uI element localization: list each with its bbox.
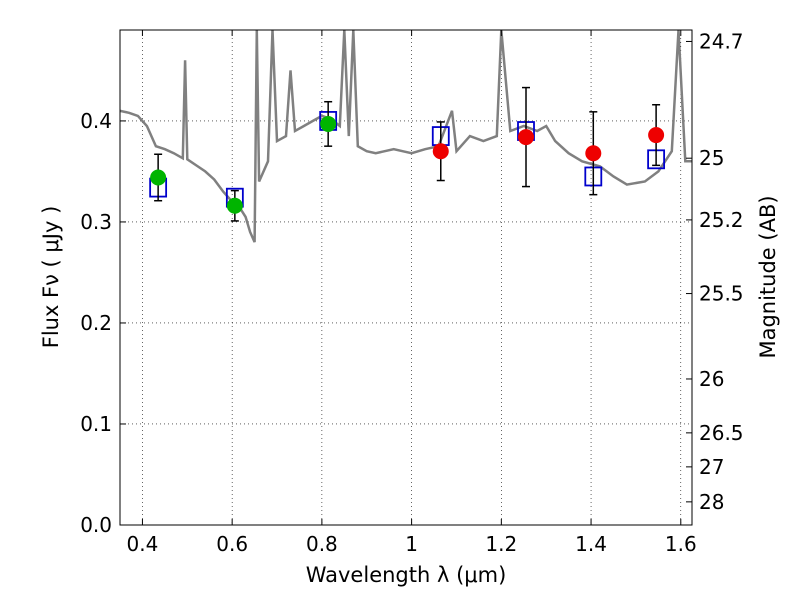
x-axis-label: Wavelength λ (μm) <box>306 563 507 587</box>
plot-frame <box>119 29 693 526</box>
model-layer <box>120 30 692 243</box>
y-tick-label: 0.3 <box>80 210 112 234</box>
y-tick-label: 0.0 <box>80 513 112 537</box>
observed-flux-point <box>320 115 337 132</box>
x-tick-label: 1 <box>405 532 418 556</box>
magnitude-tick-label: 26.5 <box>699 421 744 445</box>
marker-layer <box>149 86 666 222</box>
magnitude-axis-label: Magnitude (AB) <box>756 195 780 358</box>
x-tick-label: 0.6 <box>216 532 248 556</box>
observed-flux-point <box>518 129 535 146</box>
x-tick-label: 1.4 <box>575 532 607 556</box>
observed-flux-point <box>226 197 243 214</box>
grid-layer <box>120 30 692 526</box>
observed-flux-point <box>150 169 167 186</box>
x-tick-label: 0.4 <box>127 532 159 556</box>
magnitude-tick-label: 27 <box>699 455 724 479</box>
magnitude-tick-label: 24.7 <box>699 29 744 53</box>
x-tick-label: 1.2 <box>485 532 517 556</box>
x-tick-label: 0.8 <box>306 532 338 556</box>
magnitude-tick-label: 25.5 <box>699 282 744 306</box>
y-tick-label: 0.2 <box>80 311 112 335</box>
y-axis-label: Flux Fν ( μJy ) <box>39 206 63 349</box>
observed-flux-point <box>432 143 449 160</box>
magnitude-tick-label: 26 <box>699 367 724 391</box>
observed-flux-point <box>585 145 602 162</box>
magnitude-tick-label: 25 <box>699 146 724 170</box>
observed-flux-point <box>648 127 665 144</box>
y-tick-label: 0.4 <box>80 109 112 133</box>
x-tick-label: 1.6 <box>665 532 697 556</box>
tick-layer: 0.4 0.6 0.8 1 1.2 1.4 1.6 0.0 0.1 0.2 0.3 0.4 24.7 25… <box>80 29 743 556</box>
y-tick-label: 0.1 <box>80 412 112 436</box>
model-spectrum-line <box>120 30 692 243</box>
magnitude-tick-label: 25.2 <box>699 208 744 232</box>
magnitude-tick-label: 28 <box>699 490 724 514</box>
